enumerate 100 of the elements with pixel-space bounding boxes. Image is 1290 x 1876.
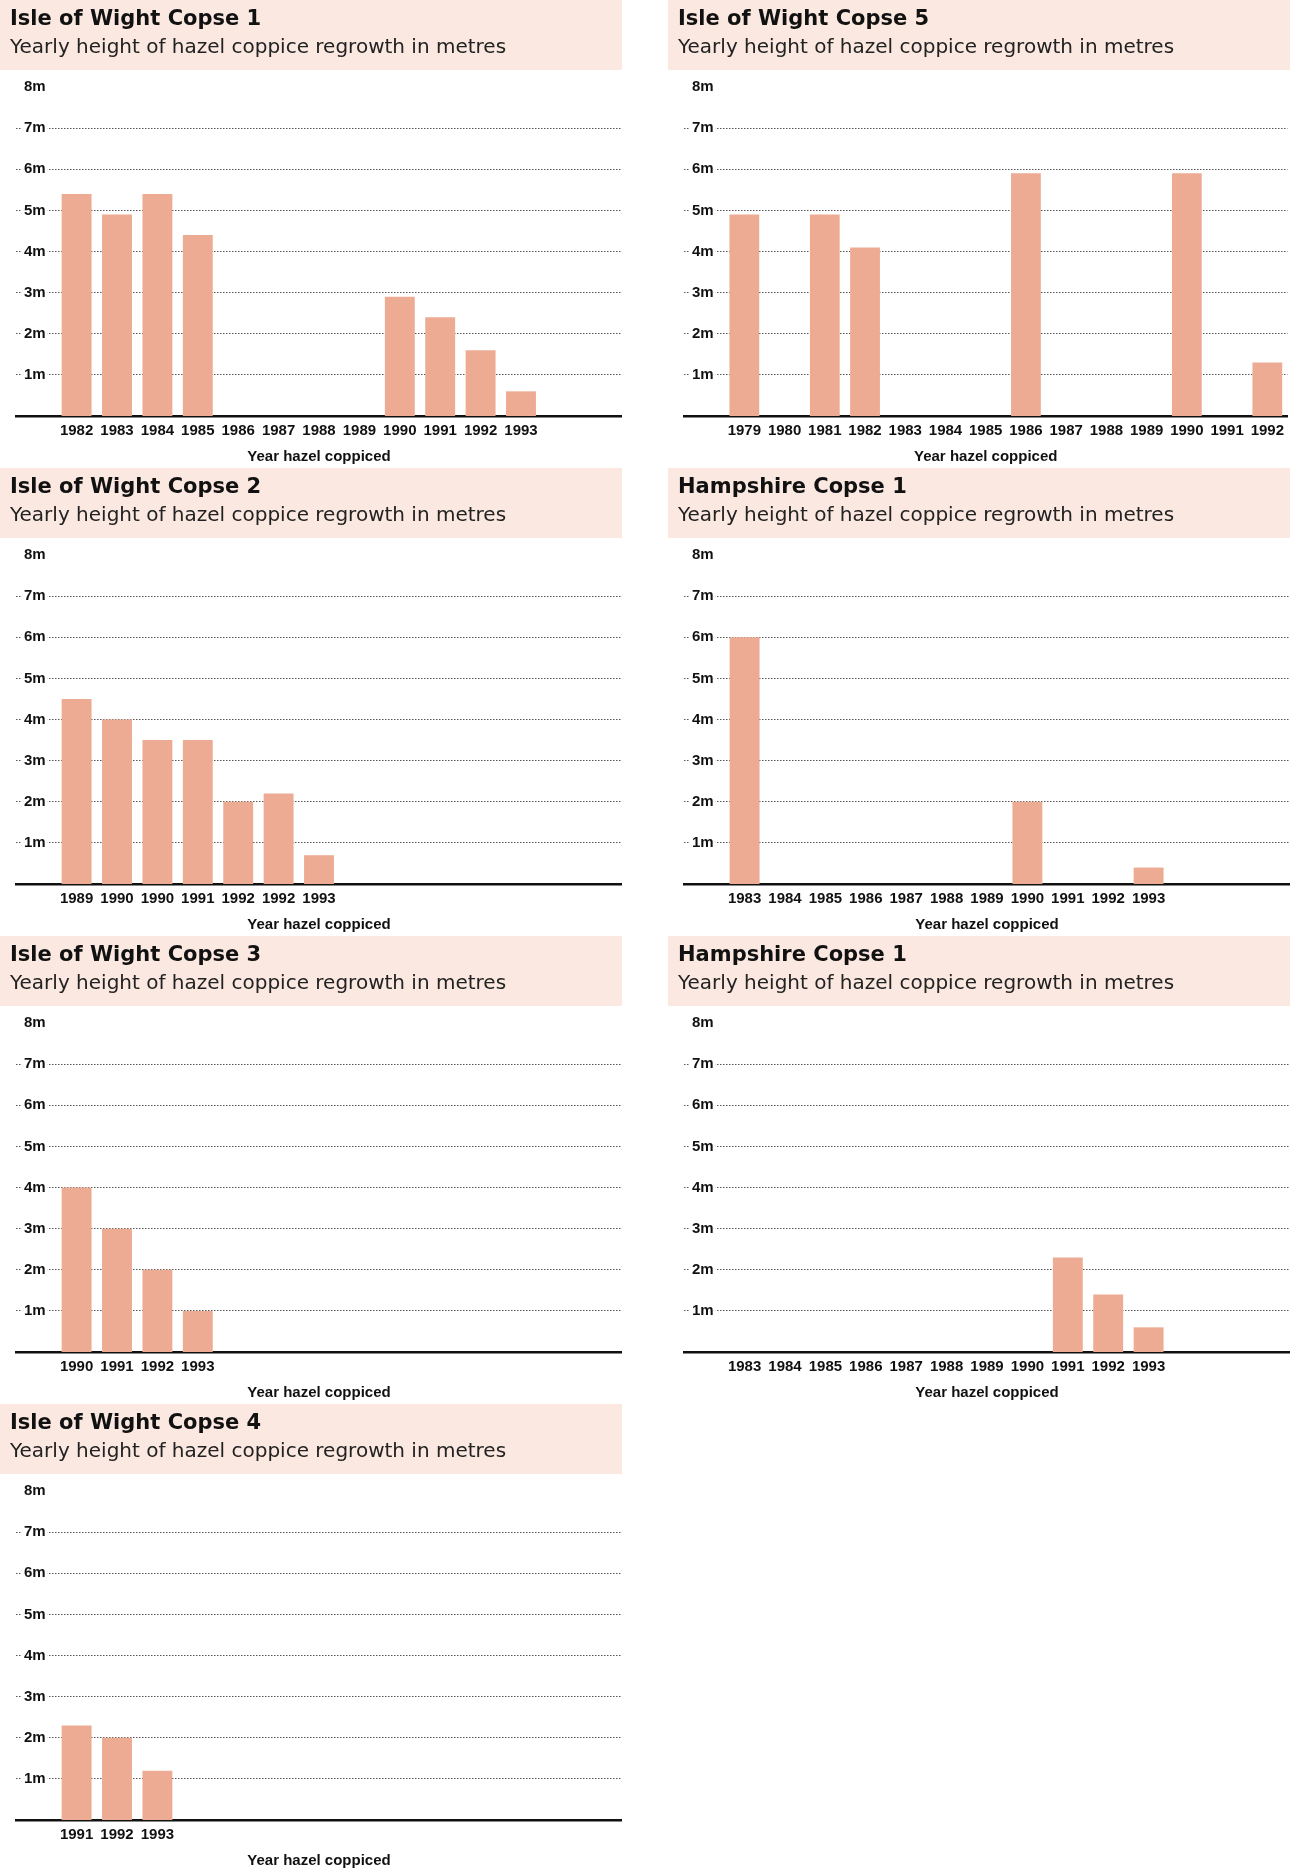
x-tick-label: 1991 (1210, 421, 1244, 439)
x-tick-label: 1979 (727, 421, 762, 439)
y-tick-label: 2m (24, 791, 46, 809)
chart-title: Isle of Wight Copse 3 (10, 941, 263, 968)
y-tick-label: 4m (24, 1645, 46, 1663)
x-tick-label: 1984 (768, 889, 803, 907)
y-tick-label: 5m (692, 200, 714, 218)
y-tick-label: 5m (692, 668, 714, 686)
x-tick-label: 1988 (1089, 421, 1124, 439)
y-tick-label: 3m (692, 750, 714, 768)
y-tick-label: 8m (692, 1013, 714, 1031)
bar (304, 855, 334, 884)
x-tick-label: 1989 (970, 889, 1004, 907)
x-tick-label: 1992 (261, 889, 296, 907)
bar (102, 1228, 132, 1352)
x-tick-label: 1985 (808, 889, 843, 907)
x-tick-label: 1990 (140, 889, 175, 907)
y-tick-label: 6m (692, 627, 714, 645)
bar (1171, 173, 1202, 416)
chart-subtitle: Yearly height of hazel coppice regrowth in metres (10, 969, 508, 996)
x-axis-title: Year hazel coppiced (247, 1383, 391, 1401)
bar (1133, 1327, 1164, 1352)
y-tick-label: 4m (692, 241, 714, 259)
y-tick-label: 3m (24, 1218, 46, 1236)
bar (1011, 173, 1041, 416)
y-tick-label: 6m (24, 159, 46, 177)
y-tick-label: 2m (692, 1259, 714, 1277)
y-tick-label: 8m (24, 77, 46, 95)
bar (61, 1725, 92, 1820)
x-tick-label: 1988 (302, 421, 336, 439)
bar (182, 235, 213, 416)
y-tick-label: 1m (24, 365, 46, 383)
x-axis-title: Year hazel coppiced (915, 1383, 1059, 1401)
x-tick-label: 1989 (59, 889, 94, 907)
x-tick-label: 1989 (1129, 421, 1164, 439)
y-tick-label: 4m (24, 241, 46, 259)
bar (809, 214, 840, 416)
x-tick-label: 1982 (59, 421, 94, 439)
x-tick-label: 1991 (1051, 1357, 1085, 1375)
y-tick-label: 4m (692, 1177, 714, 1195)
x-tick-label: 1985 (969, 421, 1003, 439)
x-tick-label: 1987 (889, 889, 923, 907)
x-tick-label: 1984 (768, 1357, 803, 1375)
chart-title: Isle of Wight Copse 1 (10, 5, 263, 32)
x-tick-label: 1993 (181, 1357, 215, 1375)
x-tick-label: 1989 (342, 421, 377, 439)
x-tick-label: 1992 (1091, 1357, 1125, 1375)
bar (102, 1737, 132, 1820)
y-tick-label: 5m (24, 1136, 46, 1154)
x-tick-label: 1980 (767, 421, 802, 439)
x-tick-label: 1993 (1131, 1357, 1166, 1375)
x-tick-label: 1991 (423, 421, 457, 439)
bar (102, 214, 132, 416)
y-tick-label: 8m (692, 545, 714, 563)
bar (142, 193, 173, 416)
bar (61, 698, 92, 884)
x-tick-label: 1983 (727, 1357, 762, 1375)
x-tick-label: 1992 (463, 421, 498, 439)
y-tick-label: 4m (692, 709, 714, 727)
chart-subtitle: Yearly height of hazel coppice regrowth in metres (678, 501, 1176, 528)
x-tick-label: 1993 (504, 421, 538, 439)
y-tick-label: 3m (692, 1218, 714, 1236)
bar (729, 214, 760, 416)
x-tick-label: 1991 (100, 1357, 134, 1375)
x-tick-label: 1983 (727, 889, 762, 907)
x-tick-label: 1991 (1051, 889, 1085, 907)
y-tick-label: 5m (24, 1604, 46, 1622)
x-tick-label: 1986 (849, 889, 883, 907)
x-tick-label: 1986 (849, 1357, 883, 1375)
bar (506, 391, 536, 416)
bar (425, 317, 456, 416)
y-tick-label: 5m (692, 1136, 714, 1154)
x-axis-title: Year hazel coppiced (247, 915, 391, 933)
chart-subtitle: Yearly height of hazel coppice regrowth in metres (678, 969, 1176, 996)
bar (61, 193, 92, 416)
x-tick-label: 1992 (221, 889, 255, 907)
x-tick-label: 1991 (181, 889, 215, 907)
x-tick-label: 1981 (808, 421, 842, 439)
x-tick-label: 1993 (302, 889, 336, 907)
x-tick-label: 1986 (1009, 421, 1043, 439)
x-tick-label: 1987 (1049, 421, 1083, 439)
bar (1052, 1257, 1083, 1352)
x-tick-label: 1992 (1250, 421, 1284, 439)
y-tick-label: 3m (24, 1686, 46, 1704)
chart-title: Hampshire Copse 1 (678, 941, 908, 968)
y-tick-label: 1m (692, 1301, 714, 1319)
bar (102, 719, 132, 884)
x-tick-label: 1990 (1170, 421, 1204, 439)
x-tick-label: 1983 (100, 421, 134, 439)
bar (465, 350, 496, 416)
y-tick-label: 2m (24, 1727, 46, 1745)
y-tick-label: 4m (24, 709, 46, 727)
chart-title: Isle of Wight Copse 5 (678, 5, 931, 32)
x-tick-label: 1992 (1091, 889, 1125, 907)
bar (61, 1187, 92, 1352)
x-tick-label: 1990 (1010, 1357, 1045, 1375)
y-tick-label: 7m (24, 1054, 46, 1072)
bar (1093, 1294, 1124, 1352)
x-tick-label: 1987 (889, 1357, 923, 1375)
x-tick-label: 1992 (100, 1825, 134, 1843)
